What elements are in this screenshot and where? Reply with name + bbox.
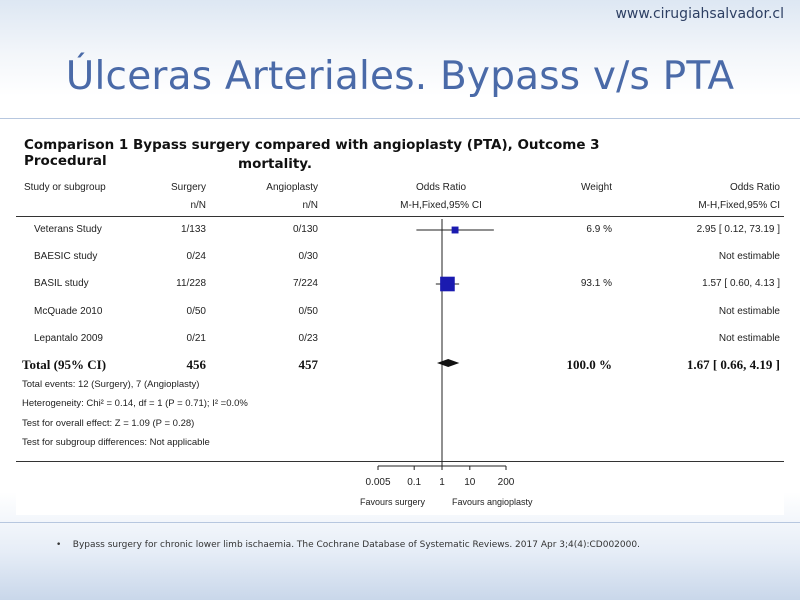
total-surgery: 456 — [186, 357, 207, 372]
angioplasty-events: 7/224 — [292, 278, 318, 289]
citation-bullet: • Bypass surgery for chronic lower limb … — [56, 540, 640, 550]
angioplasty-events: 0/130 — [292, 224, 318, 235]
comparison-title-continued: mortality. — [238, 156, 312, 172]
header-odds-ratio-2: Odds Ratio — [729, 182, 780, 193]
header-odds-ratio: Odds Ratio — [415, 182, 467, 193]
header-angioplasty-sub: n/N — [302, 200, 318, 211]
study-weight: 6.9 % — [586, 224, 612, 235]
divider-bottom — [0, 522, 800, 523]
angioplasty-events: 0/23 — [298, 333, 318, 344]
angioplasty-events: 0/30 — [298, 251, 318, 262]
study-odds-ratio: 1.57 [ 0.60, 4.13 ] — [702, 278, 780, 289]
forest-plot-panel: Comparison 1 Bypass surgery compared wit… — [16, 131, 784, 515]
forest-plot — [377, 219, 507, 470]
header-surgery: Surgery — [170, 182, 206, 193]
tick-label: 1 — [439, 477, 445, 488]
footnote-subgroup-differences: Test for subgroup differences: Not appli… — [22, 437, 210, 448]
basil-point-marker — [440, 276, 455, 292]
study-odds-ratio: 2.95 [ 0.12, 73.19 ] — [696, 224, 780, 235]
axis-rule — [16, 461, 784, 462]
pooled-effect-diamond — [436, 359, 460, 367]
study-name: Lepantalo 2009 — [34, 333, 103, 344]
study-name: BAESIC study — [34, 251, 98, 262]
header-study: Study or subgroup — [24, 182, 106, 193]
footnote-overall-effect: Test for overall effect: Z = 1.09 (P = 0… — [22, 418, 195, 429]
footnote-total-events: Total events: 12 (Surgery), 7 (Angioplas… — [22, 379, 200, 390]
header-surgery-sub: n/N — [190, 200, 206, 211]
total-angioplasty: 457 — [298, 357, 319, 372]
site-url[interactable]: www.cirugiahsalvador.cl — [615, 6, 784, 22]
header-rule — [16, 216, 784, 217]
surgery-events: 0/50 — [186, 306, 206, 317]
study-odds-ratio: Not estimable — [718, 306, 780, 317]
tick-label: 0.005 — [365, 477, 391, 488]
study-name: Veterans Study — [34, 224, 102, 235]
veterans-point-marker — [451, 226, 459, 234]
comparison-title: Comparison 1 Bypass surgery compared wit… — [24, 137, 600, 169]
surgery-events: 0/21 — [186, 333, 206, 344]
x-axis-ticks — [377, 465, 507, 470]
total-odds-ratio: 1.67 [ 0.66, 4.19 ] — [686, 357, 780, 372]
study-weight: 93.1 % — [580, 278, 612, 289]
angioplasty-events: 0/50 — [298, 306, 318, 317]
divider-top — [0, 118, 800, 119]
tick-label: 200 — [497, 477, 515, 488]
citation-text: Bypass surgery for chronic lower limb is… — [72, 540, 640, 550]
study-odds-ratio: Not estimable — [718, 333, 780, 344]
slide-title: Úlceras Arteriales. Bypass v/s PTA — [65, 54, 735, 99]
study-name: McQuade 2010 — [34, 306, 103, 317]
header-odds-ratio-sub: M-H,Fixed,95% CI — [400, 200, 482, 211]
favours-surgery-label: Favours surgery — [360, 497, 426, 507]
tick-label: 10 — [464, 477, 476, 488]
study-name: BASIL study — [34, 278, 89, 289]
header-odds-ratio-2-sub: M-H,Fixed,95% CI — [698, 200, 780, 211]
tick-label: 0.1 — [407, 477, 422, 488]
surgery-events: 1/133 — [180, 224, 206, 235]
footnote-heterogeneity: Heterogeneity: Chi² = 0.14, df = 1 (P = … — [22, 398, 248, 409]
header-angioplasty: Angioplasty — [266, 182, 318, 193]
surgery-events: 11/228 — [176, 278, 206, 289]
surgery-events: 0/24 — [186, 251, 206, 262]
header-weight: Weight — [581, 182, 612, 193]
total-weight: 100.0 % — [566, 357, 613, 372]
study-odds-ratio: Not estimable — [718, 251, 780, 262]
total-label: Total (95% CI) — [22, 357, 107, 372]
favours-angioplasty-label: Favours angioplasty — [452, 497, 533, 507]
